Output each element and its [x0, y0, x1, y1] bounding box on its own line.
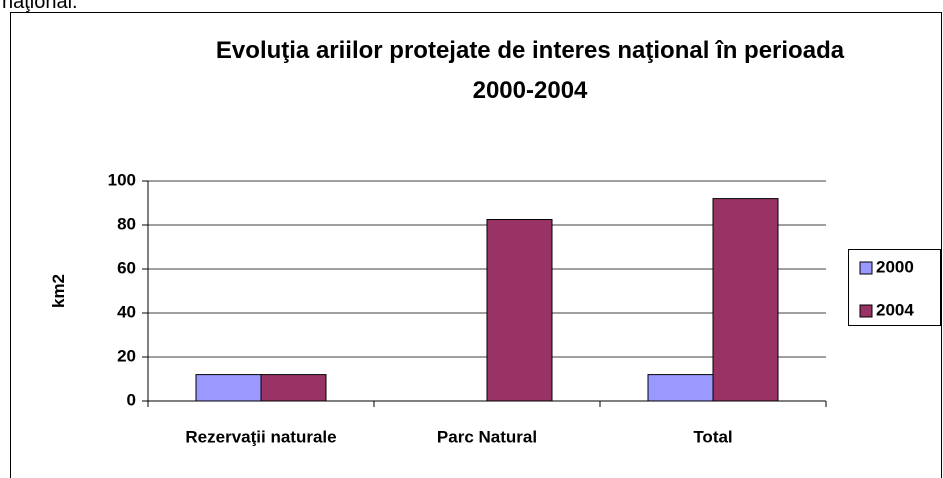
bar [647, 374, 714, 402]
legend-swatch [859, 304, 873, 318]
bar [195, 374, 262, 402]
intro-text: naţional. [2, 0, 78, 13]
chart-border [10, 12, 942, 478]
x-tick-label: Total [693, 427, 732, 446]
chart-title: 2000-2004 [473, 77, 588, 104]
y-axis-label: km2 [49, 274, 68, 308]
legend-label: 2000 [876, 257, 914, 276]
bar [486, 219, 553, 402]
bar [712, 198, 779, 402]
legend-swatch [859, 261, 873, 275]
x-tick-label: Parc Natural [437, 427, 537, 446]
y-tick-label: 60 [117, 258, 136, 277]
x-tick-label: Rezervaţii naturale [185, 427, 336, 446]
y-tick-label: 80 [117, 214, 136, 233]
chart-title: Evoluţia ariilor protejate de interes na… [216, 37, 845, 64]
y-tick-label: 100 [108, 170, 136, 189]
bar [260, 374, 327, 402]
y-tick-label: 40 [117, 302, 136, 321]
y-tick-label: 20 [117, 346, 136, 365]
y-tick-label: 0 [127, 390, 136, 409]
legend-label: 2004 [876, 300, 914, 319]
